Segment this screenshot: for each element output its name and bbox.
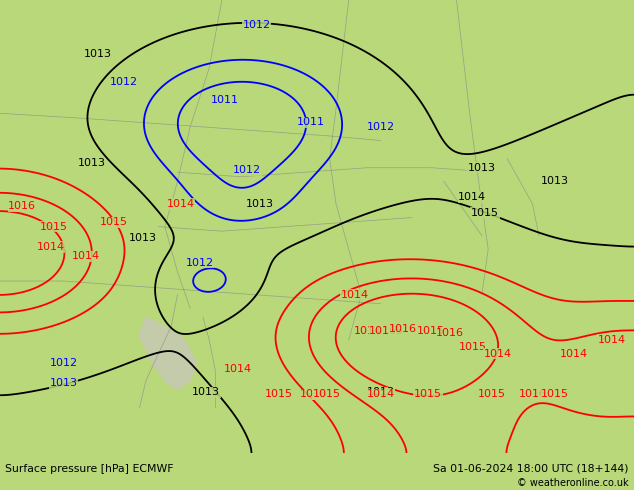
Text: 1013: 1013 <box>366 387 394 397</box>
Text: 1014: 1014 <box>224 365 252 374</box>
Text: 1013: 1013 <box>49 378 77 388</box>
Text: 1012: 1012 <box>49 358 77 368</box>
Text: 1013: 1013 <box>78 158 106 168</box>
Text: 1014: 1014 <box>598 335 626 345</box>
Text: 1015: 1015 <box>458 342 486 352</box>
Text: 1013: 1013 <box>468 163 496 172</box>
Text: 1013: 1013 <box>84 49 112 59</box>
Text: 1011: 1011 <box>211 95 239 105</box>
Polygon shape <box>139 318 197 390</box>
Text: 1016: 1016 <box>519 390 547 399</box>
Text: Surface pressure [hPa] ECMWF: Surface pressure [hPa] ECMWF <box>5 464 174 473</box>
Text: 1015: 1015 <box>265 390 293 399</box>
Text: 10165: 10165 <box>369 326 404 336</box>
Text: 1013: 1013 <box>129 233 157 243</box>
Text: 1014: 1014 <box>37 242 65 252</box>
Text: 1015: 1015 <box>40 221 68 232</box>
Text: 1016: 1016 <box>300 390 328 399</box>
Text: 1012: 1012 <box>110 76 138 87</box>
Text: 1014: 1014 <box>341 290 369 299</box>
Text: 1015: 1015 <box>541 390 569 399</box>
Text: 1014: 1014 <box>484 348 512 359</box>
Text: 1014: 1014 <box>560 348 588 359</box>
Text: 1015: 1015 <box>414 390 442 399</box>
Text: 1014: 1014 <box>167 199 195 209</box>
Text: 1015: 1015 <box>477 390 505 399</box>
Text: 1012: 1012 <box>186 258 214 268</box>
Text: 1014: 1014 <box>458 192 486 202</box>
Text: 1014: 1014 <box>72 251 100 261</box>
Text: 1013: 1013 <box>246 199 274 209</box>
Text: 1012: 1012 <box>366 122 394 132</box>
Text: Sa 01-06-2024 18:00 UTC (18+144): Sa 01-06-2024 18:00 UTC (18+144) <box>434 464 629 473</box>
Text: 1015: 1015 <box>100 217 128 227</box>
Text: 1013: 1013 <box>541 176 569 186</box>
Text: 1015: 1015 <box>313 390 340 399</box>
Text: 1015: 1015 <box>417 326 445 336</box>
Text: 1014: 1014 <box>354 326 382 336</box>
Text: 1012: 1012 <box>233 165 261 175</box>
Text: © weatheronline.co.uk: © weatheronline.co.uk <box>517 478 629 488</box>
Text: 1016: 1016 <box>8 201 36 211</box>
Text: 1014: 1014 <box>366 390 394 399</box>
Text: 1013: 1013 <box>192 387 220 397</box>
Text: 1016: 1016 <box>389 323 417 334</box>
Text: 1015: 1015 <box>471 208 499 218</box>
Text: 1011: 1011 <box>297 118 325 127</box>
Text: 1012: 1012 <box>243 20 271 30</box>
Text: 1016: 1016 <box>436 328 464 338</box>
